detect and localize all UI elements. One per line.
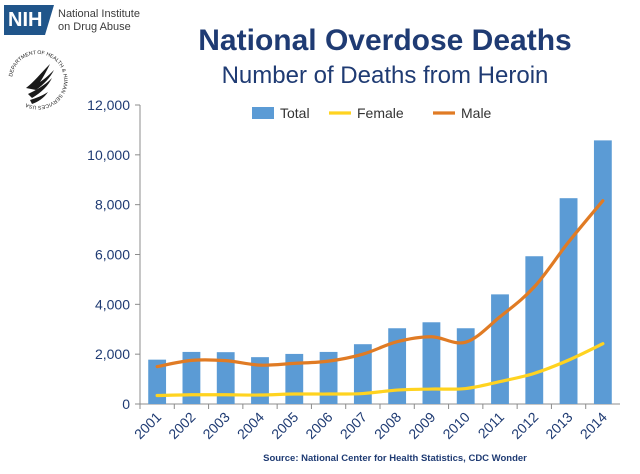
y-tick-label: 8,000 — [95, 197, 130, 213]
bar-total — [251, 357, 269, 404]
chart-source: Source: National Center for Health Stati… — [263, 453, 527, 464]
x-axis: 2001 2002 2003 2004 2005 2006 2007 2008 2009 2010… — [131, 403, 620, 442]
x-tick-label: 2014 — [577, 409, 610, 442]
nih-logo: NIH National Institute on Drug Abuse — [4, 5, 144, 43]
line-female — [155, 342, 605, 398]
bar-total — [353, 344, 372, 404]
bar-total — [422, 322, 441, 404]
y-tick-label: 2,000 — [95, 346, 130, 362]
line-male — [155, 199, 605, 369]
nih-badge: NIH — [4, 5, 54, 35]
x-tick-label: 2005 — [268, 409, 301, 442]
hhs-eagle-seal-icon: DEPARTMENT OF HEALTH & HUMAN SERVICES US… — [8, 50, 68, 110]
x-tick-label: 2003 — [199, 409, 232, 442]
eagle-figure — [26, 64, 54, 104]
chart-title: National Overdose Deaths — [198, 24, 572, 57]
y-tick-label: 4,000 — [95, 296, 130, 312]
bar-total — [285, 353, 304, 404]
nih-name-line1: National Institute — [58, 8, 140, 20]
x-tick-label: 2009 — [405, 409, 438, 442]
legend-male-label: Male — [461, 105, 492, 121]
bar-series-total — [148, 140, 612, 405]
bar-total — [559, 198, 578, 404]
bar-total — [456, 328, 475, 404]
bar-total — [388, 328, 407, 404]
x-tick-label: 2011 — [475, 409, 508, 442]
x-tick-label: 2002 — [165, 409, 198, 442]
bar-total — [216, 352, 235, 404]
x-tick-label: 2008 — [371, 409, 404, 442]
chart-subtitle: Number of Deaths from Heroin — [221, 62, 549, 89]
y-tick-label: 10,000 — [87, 147, 130, 163]
x-tick-label: 2006 — [302, 409, 335, 442]
y-tick-label: 12,000 — [87, 97, 130, 113]
nih-name-line2: on Drug Abuse — [58, 21, 131, 33]
line-series — [155, 199, 605, 398]
bar-total — [319, 351, 338, 404]
bar-total — [593, 140, 612, 405]
x-tick-label: 2010 — [439, 409, 472, 442]
legend-female-label: Female — [357, 105, 404, 121]
legend-total-swatch — [252, 107, 274, 119]
y-tick-label: 0 — [122, 396, 130, 412]
bar-total — [148, 359, 167, 404]
y-tick-label: 6,000 — [95, 247, 130, 263]
nih-institute-name: National Institute on Drug Abuse — [58, 8, 140, 34]
x-tick-label: 2001 — [131, 409, 164, 442]
x-tick-label: 2012 — [508, 409, 541, 442]
legend-total-label: Total — [280, 105, 310, 121]
legend: Total Female Male — [252, 105, 492, 121]
x-tick-label: 2007 — [337, 409, 370, 442]
x-tick-label: 2004 — [234, 409, 267, 442]
bar-total — [182, 351, 201, 404]
x-tick-label: 2013 — [542, 409, 575, 442]
y-axis: 0 2,000 4,000 6,000 8,000 10,000 12,000 — [87, 97, 141, 412]
